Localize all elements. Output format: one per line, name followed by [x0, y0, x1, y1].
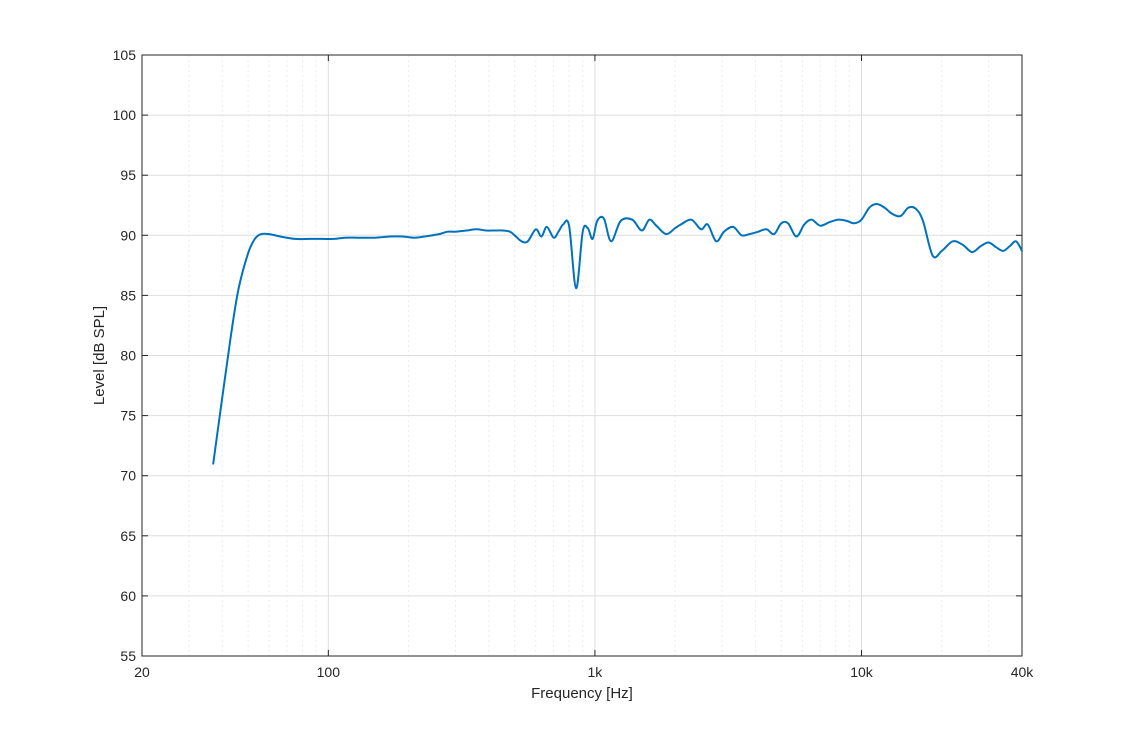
- y-tick-label: 90: [120, 227, 136, 243]
- x-tick-label: 40k: [1011, 664, 1035, 680]
- x-tick-label: 1k: [588, 664, 604, 680]
- y-tick-label: 65: [120, 528, 136, 544]
- y-tick-label: 60: [120, 588, 136, 604]
- x-tick-label: 100: [317, 664, 341, 680]
- y-axis-title: Level [dB SPL]: [91, 306, 108, 405]
- y-tick-label: 80: [120, 348, 136, 364]
- y-tick-label: 105: [113, 47, 137, 63]
- y-tick-label: 75: [120, 408, 136, 424]
- y-tick-label: 85: [120, 287, 136, 303]
- tick-labels: 55 60 65 70 75 80 85 90 95 100 105 20 100 1k 10k 40k: [113, 47, 1035, 680]
- grid: [142, 55, 1022, 656]
- x-tick-label: 10k: [850, 664, 874, 680]
- x-tick-label: 20: [134, 664, 150, 680]
- y-tick-label: 70: [120, 468, 136, 484]
- series-layer: [212, 203, 1023, 465]
- x-axis-title: Frequency [Hz]: [531, 685, 633, 702]
- ticks: [142, 54, 1022, 657]
- y-tick-label: 95: [120, 167, 136, 183]
- frequency-response-line: [212, 203, 1023, 465]
- y-tick-label: 55: [120, 648, 136, 664]
- y-tick-label: 100: [113, 107, 137, 123]
